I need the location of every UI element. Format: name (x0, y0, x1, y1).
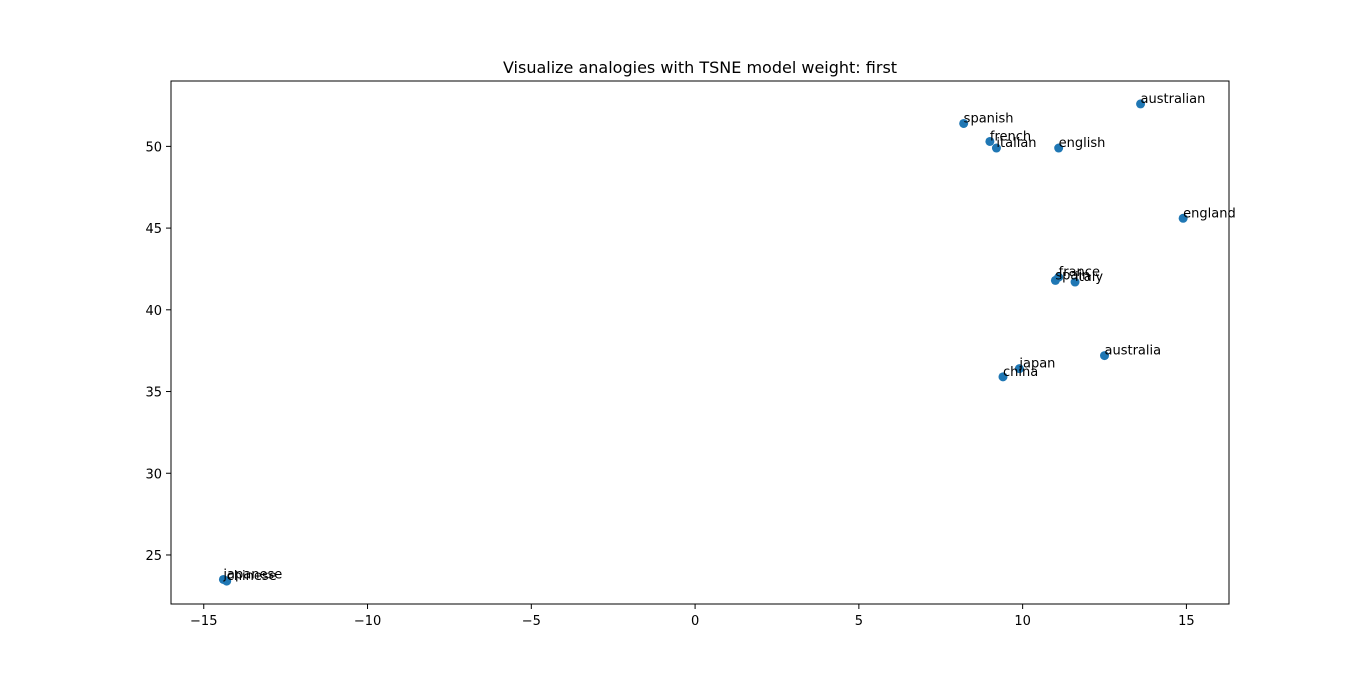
y-tick-label: 40 (145, 304, 162, 319)
y-axis: 25 30 35 40 45 50 (145, 140, 171, 564)
scatter-point (1014, 364, 1024, 374)
y-tick-label: 50 (145, 140, 162, 155)
scatter-point (1178, 213, 1188, 223)
scatter-point (1136, 99, 1146, 109)
x-tick-label: −10 (354, 614, 381, 629)
point-label: china (1003, 365, 1038, 380)
scatter-point (991, 143, 1001, 153)
scatter-point (1050, 275, 1060, 285)
point-label: japan (1018, 357, 1055, 372)
point-label: spanish (964, 111, 1014, 126)
point-label: italian (996, 136, 1036, 151)
scatter-point (998, 372, 1008, 382)
x-tick-label: 15 (1178, 614, 1195, 629)
point-label: england (1183, 206, 1236, 221)
y-tick-label: 30 (145, 467, 162, 482)
y-tick-label: 25 (145, 549, 162, 564)
scatter-point (985, 136, 995, 146)
point-label: chinese (227, 569, 277, 584)
point-label: australia (1105, 344, 1162, 359)
point-label: france (1059, 265, 1100, 280)
x-tick-label: 5 (855, 614, 863, 629)
y-tick-label: 35 (145, 386, 162, 401)
point-label: french (990, 129, 1031, 144)
y-tick-label: 45 (145, 222, 162, 237)
chart-title: Visualize analogies with TSNE model weig… (503, 58, 897, 77)
x-axis: −15 −10 −5 0 5 10 15 (190, 604, 1195, 629)
scatter-point (1054, 143, 1064, 153)
x-tick-label: 0 (691, 614, 699, 629)
plot-frame (170, 80, 1230, 605)
point-label: english (1059, 136, 1106, 151)
point-label: italy (1075, 270, 1103, 285)
point-label: spain (1055, 268, 1090, 283)
data-points (218, 99, 1188, 586)
scatter-point (959, 118, 969, 128)
scatter-point (1100, 351, 1110, 361)
scatter-point (1070, 277, 1080, 287)
x-tick-label: −15 (190, 614, 217, 629)
x-tick-label: −5 (522, 614, 541, 629)
point-label: australian (1141, 92, 1206, 107)
scatter-point (222, 576, 232, 586)
x-tick-label: 10 (1014, 614, 1031, 629)
point-label: japanese (222, 567, 282, 582)
